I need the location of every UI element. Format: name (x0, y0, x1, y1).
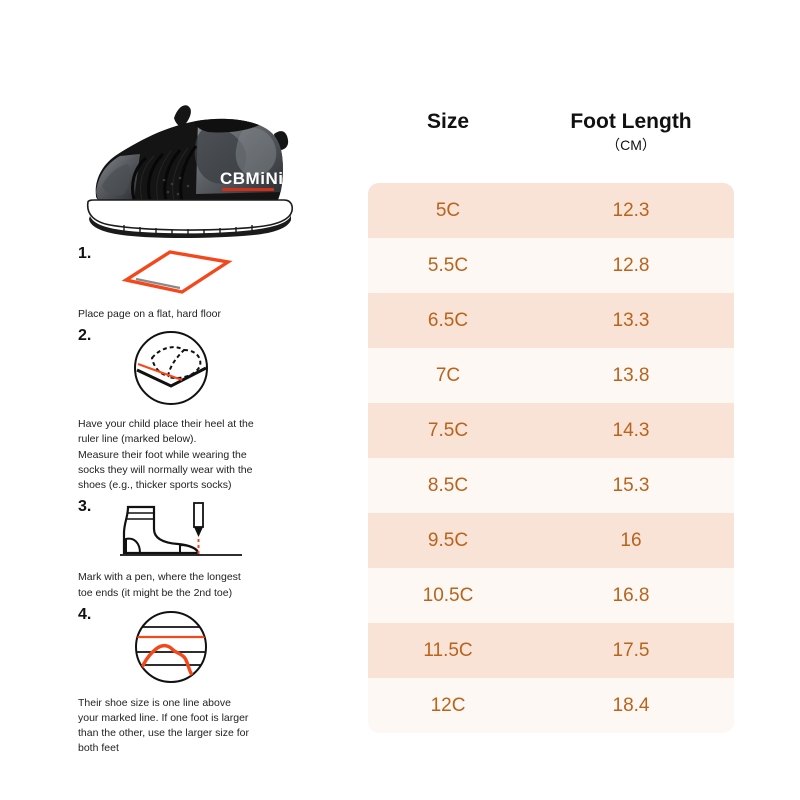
sock-and-pencil-icon (118, 499, 318, 566)
step-4-number: 4. (78, 605, 92, 623)
table-row: 11.5C 17.5 (368, 623, 734, 678)
read-size-line-icon (118, 607, 318, 692)
header-foot-length-label: Foot Length (570, 110, 692, 133)
step-1-text: Place page on a flat, hard floor (78, 308, 222, 320)
table-row: 9.5C 16 (368, 513, 734, 568)
kids-sneaker-photo: CBMiNi (78, 88, 310, 240)
table-row: 5C 12.3 (368, 183, 734, 238)
header-foot-length-column: Foot Length （CM） (528, 108, 734, 156)
instruction-step-3: 3. Mark with a pen, where the longest to… (78, 499, 318, 600)
header-size-label: Size (426, 110, 470, 133)
table-row: 10.5C 16.8 (368, 568, 734, 623)
table-row: 6.5C 13.3 (368, 293, 734, 348)
cell-foot-length: 15.3 (612, 474, 650, 496)
sneaker-illustration: CBMiNi (86, 105, 293, 238)
cell-size: 5C (435, 199, 461, 221)
page-on-floor-icon (118, 246, 318, 303)
table-row: 5.5C 12.8 (368, 238, 734, 293)
instruction-step-1: 1. Place page on a flat, hard floor (78, 246, 318, 322)
header-size-column: Size (368, 108, 528, 156)
step-1-number: 1. (78, 245, 92, 262)
cell-size: 6.5C (427, 309, 469, 331)
cell-foot-length: 12.3 (612, 199, 650, 221)
cell-foot-length: 13.8 (612, 364, 650, 386)
instruction-step-4: 4. Their shoe size (78, 605, 318, 757)
cell-size: 7.5C (427, 419, 469, 441)
instruction-step-2: 2. Have your child place their heel at t… (78, 328, 318, 493)
cell-size: 11.5C (423, 639, 473, 661)
brand-logo-text: CBMiNi (220, 169, 283, 188)
size-table: 5C 12.3 5.5C 12.8 6.5C 13.3 7C 13.8 7.5C… (368, 183, 734, 733)
step-2-number: 2. (78, 327, 92, 345)
step-3-text: Mark with a pen, where the longest toe e… (78, 571, 241, 599)
step-4-text: Their shoe size is one line above your m… (78, 696, 250, 755)
table-row: 7C 13.8 (368, 348, 734, 403)
cell-foot-length: 13.3 (612, 309, 650, 331)
step-3-number: 3. (78, 498, 92, 516)
cell-size: 8.5C (427, 474, 469, 496)
cell-size: 12C (430, 694, 466, 716)
cell-foot-length: 12.8 (612, 254, 650, 276)
cell-foot-length: 16 (620, 529, 642, 551)
heel-at-ruler-line-icon (118, 328, 318, 413)
cell-foot-length: 18.4 (612, 694, 650, 716)
header-foot-length-unit: （CM） (606, 137, 656, 154)
cell-size: 9.5C (427, 529, 469, 551)
cell-foot-length: 14.3 (612, 419, 650, 441)
cell-size: 7C (435, 364, 461, 386)
cell-size: 10.5C (422, 584, 474, 606)
cell-size: 5.5C (427, 254, 469, 276)
instructions-panel: CBMiNi 1. (78, 88, 318, 757)
table-row: 8.5C 15.3 (368, 458, 734, 513)
table-row: 7.5C 14.3 (368, 403, 734, 458)
size-table-header: Size Foot Length （CM） (368, 108, 734, 156)
table-row: 12C 18.4 (368, 678, 734, 733)
cell-foot-length: 16.8 (612, 584, 650, 606)
step-2-text: Have your child place their heel at the … (78, 418, 254, 492)
cell-foot-length: 17.5 (612, 639, 650, 661)
